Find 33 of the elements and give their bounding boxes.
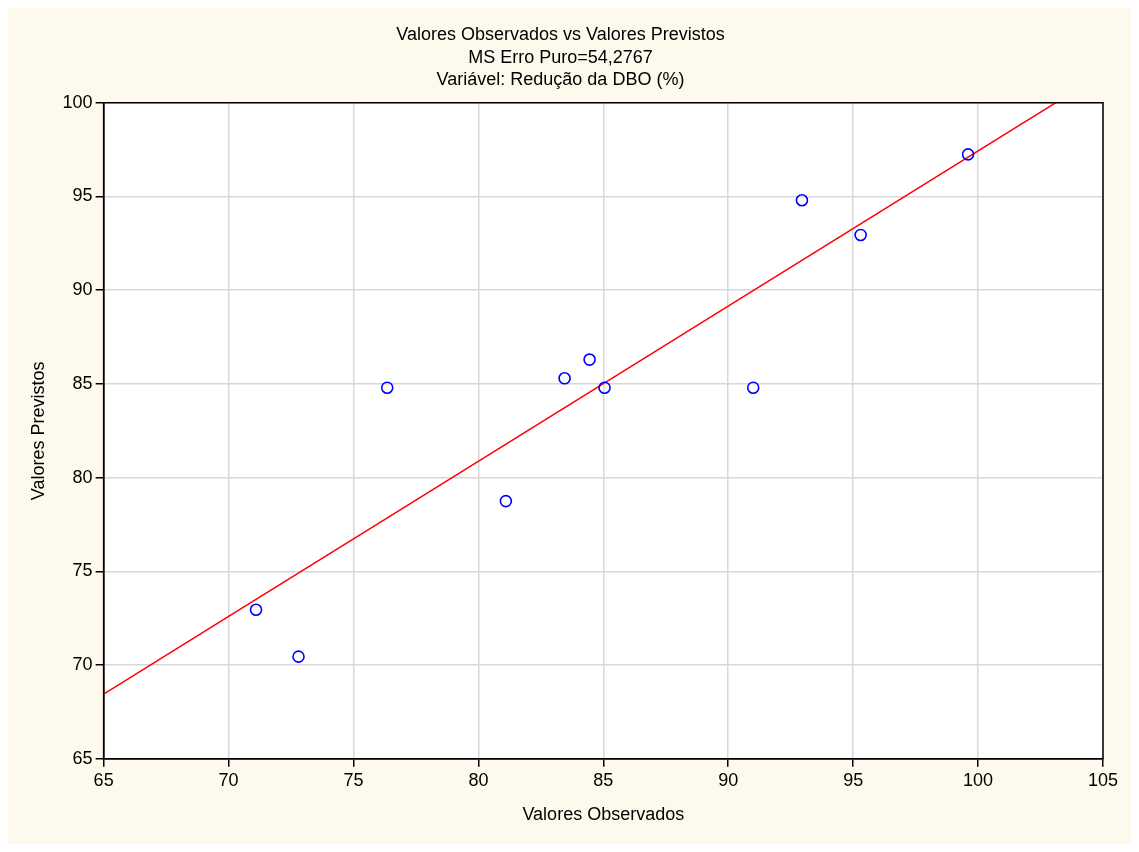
x-tick-label: 65 [93, 769, 114, 790]
y-tick-label: 95 [72, 185, 93, 206]
y-tick-label: 85 [72, 372, 93, 393]
x-tick-label: 105 [1087, 769, 1119, 790]
x-tick-label: 90 [718, 769, 739, 790]
point [854, 228, 867, 242]
x-axis-title: Valores Observados [522, 804, 685, 825]
x-tick-label: 75 [343, 769, 364, 790]
point [499, 494, 513, 508]
chart-subtitle: MS Erro Puro=54,2767 [468, 47, 653, 68]
point [558, 372, 571, 385]
y-axis-title: Valores Previstos [27, 361, 48, 501]
y-tick-label: 90 [72, 279, 93, 300]
y-tick-label: 100 [62, 91, 93, 112]
point [961, 148, 975, 161]
point [249, 603, 263, 617]
x-tick-label: 70 [218, 769, 239, 790]
y-tick-label: 65 [72, 747, 93, 768]
point [795, 193, 809, 207]
chart-title: Valores Observados vs Valores Previstos [396, 23, 725, 44]
x-tick-label: 95 [843, 769, 864, 790]
y-tick-label: 75 [72, 560, 93, 581]
point [380, 381, 394, 394]
y-tick-label: 70 [72, 654, 93, 675]
x-tick-label: 85 [593, 769, 614, 790]
point [292, 650, 305, 663]
y-tick-label: 80 [72, 466, 93, 487]
text: Variável: Redução da DBO (%) [436, 68, 685, 89]
point [598, 381, 611, 394]
x-tick-label: 80 [468, 769, 489, 790]
x-tick-label: 100 [963, 769, 994, 790]
point [583, 353, 596, 366]
point [746, 381, 760, 394]
